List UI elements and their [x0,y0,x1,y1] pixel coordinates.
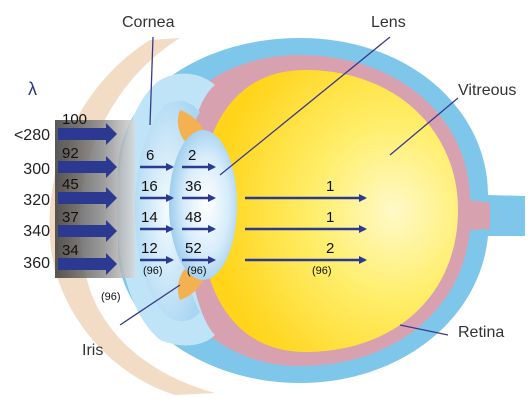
wavelength-label: 300 [23,161,50,178]
paren-value: (96) [101,291,121,303]
cornea-label: Cornea [122,14,175,31]
lens-arrows [182,163,216,264]
vitreous-pointer [389,97,459,156]
cornea-stage-value: 14 [141,209,158,226]
lens-stage-value: 52 [185,240,202,257]
lens-pointer [219,36,391,176]
retina-value: 1 [326,178,335,195]
lens-stage-value: 36 [185,178,202,195]
incident-arrow-4 [58,220,117,242]
retina-arrows [245,194,367,264]
retina-pointer [399,324,449,336]
incident-arrow-3 [58,187,117,209]
incident-value: 45 [62,176,79,193]
incident-value: 92 [62,145,79,162]
paren-value: (96) [312,265,332,277]
cornea-stage-value: 6 [146,147,155,164]
incident-value: 34 [62,242,79,259]
cornea-stage-value: 12 [141,240,158,257]
vitreous-label: Vitreous [458,82,517,99]
wavelength-label: 340 [23,223,50,240]
wavelength-label: <280 [13,127,50,144]
wavelength-label: 360 [23,255,50,272]
lens-stage-value: 48 [185,209,202,226]
wavelength-label: 320 [23,192,50,209]
vitreous-body [200,70,458,352]
incident-value: 37 [62,209,79,226]
retina-value: 1 [326,209,335,226]
retina-value: 2 [326,240,335,257]
paren-value: (96) [143,265,163,277]
incident-arrow-5 [58,253,117,275]
incident-arrows [58,123,117,275]
lambda-symbol: λ [28,79,37,99]
lens-label: Lens [371,14,406,31]
paren-value: (96) [187,265,207,277]
incident-value: 100 [62,111,88,128]
incident-arrow-2 [58,156,117,178]
cornea-arrows [140,163,174,264]
iris-label: Iris [82,342,104,359]
cornea-stage-value: 16 [141,178,158,195]
cornea-pointer [149,36,154,126]
lens-shape [169,130,237,280]
iris-pointer [119,284,181,326]
retina-label: Retina [458,324,505,341]
incident-arrow-1 [58,123,117,145]
lens-stage-value: 2 [188,147,197,164]
